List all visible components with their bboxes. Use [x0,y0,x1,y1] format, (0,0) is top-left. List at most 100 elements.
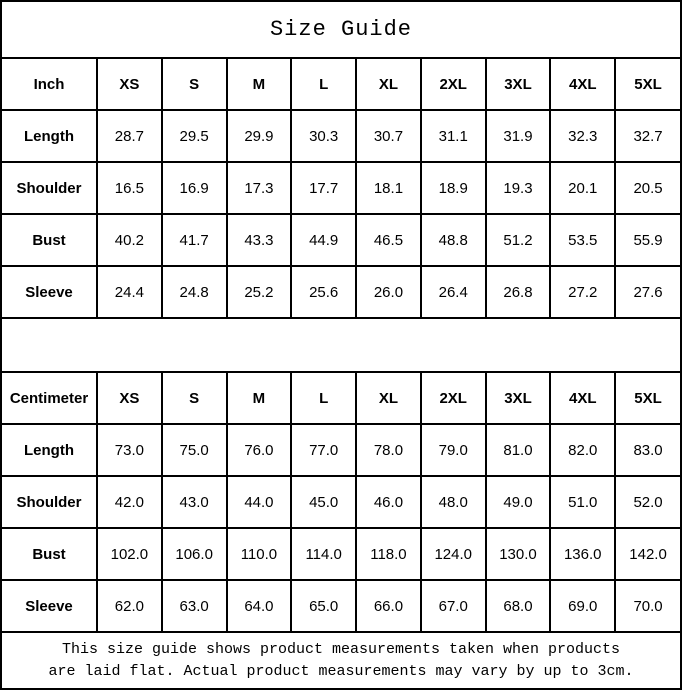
footer-note: This size guide shows product measuremen… [2,633,680,688]
table-cell: 75.0 [160,423,228,477]
row-label: Bust [2,213,98,267]
table-cell: 42.0 [96,475,163,529]
page-title: Size Guide [269,17,413,42]
table-cell: 17.7 [290,161,358,215]
row-label: Sleeve [2,579,98,633]
table-cell: 32.7 [614,109,680,163]
table-cell: 114.0 [290,527,358,581]
table-cell: 29.5 [160,109,228,163]
table-cell: 26.4 [419,265,487,319]
table-cell: 51.2 [484,213,552,267]
table-cell: 77.0 [290,423,358,477]
row-label: Bust [2,527,98,581]
table-cell: 55.9 [614,213,680,267]
table-cell: 49.0 [484,475,552,529]
table-cell: 28.7 [96,109,163,163]
table-cell: 26.8 [484,265,552,319]
table-cell: 26.0 [355,265,422,319]
table-cell: 29.9 [225,109,293,163]
centimeter-size-table: Centimeter XS S M L XL 2XL 3XL 4XL 5XL L… [2,371,680,633]
table-cell: 30.3 [290,109,358,163]
table-cell: 63.0 [160,579,228,633]
table-cell: 70.0 [614,579,680,633]
size-header: M [225,57,293,111]
table-cell: 64.0 [225,579,293,633]
size-header: 5XL [614,57,680,111]
table-cell: 142.0 [614,527,680,581]
table-cell: 19.3 [484,161,552,215]
table-cell: 124.0 [419,527,487,581]
table-cell: 27.6 [614,265,680,319]
table-cell: 118.0 [355,527,422,581]
row-label: Shoulder [2,161,98,215]
table-cell: 16.5 [96,161,163,215]
size-header: 4XL [549,57,617,111]
size-header: XL [355,371,422,425]
unit-label: Inch [2,57,98,111]
table-cell: 68.0 [484,579,552,633]
row-label: Length [2,423,98,477]
unit-label: Centimeter [2,371,98,425]
table-cell: 31.9 [484,109,552,163]
size-header: 3XL [484,57,552,111]
inch-size-table: Inch XS S M L XL 2XL 3XL 4XL 5XL Length … [2,57,680,319]
table-cell: 17.3 [225,161,293,215]
row-label: Sleeve [2,265,98,319]
table-cell: 69.0 [549,579,617,633]
size-header: 4XL [549,371,617,425]
table-cell: 43.0 [160,475,228,529]
table-cell: 44.0 [225,475,293,529]
table-cell: 48.0 [419,475,487,529]
table-cell: 81.0 [484,423,552,477]
table-cell: 53.5 [549,213,617,267]
table-cell: 110.0 [225,527,293,581]
table-cell: 130.0 [484,527,552,581]
table-cell: 25.2 [225,265,293,319]
table-cell: 83.0 [614,423,680,477]
size-header: L [290,57,358,111]
table-cell: 106.0 [160,527,228,581]
table-row: Bust 40.2 41.7 43.3 44.9 46.5 48.8 51.2 … [2,213,680,267]
size-header: L [290,371,358,425]
table-cell: 102.0 [96,527,163,581]
table-cell: 51.0 [549,475,617,529]
table-cell: 24.4 [96,265,163,319]
table-cell: 24.8 [160,265,228,319]
table-cell: 31.1 [419,109,487,163]
table-cell: 32.3 [549,109,617,163]
size-header: XS [96,371,163,425]
table-cell: 67.0 [419,579,487,633]
table-cell: 82.0 [549,423,617,477]
table-cell: 16.9 [160,161,228,215]
table-cell: 18.9 [419,161,487,215]
footer-note-line: This size guide shows product measuremen… [61,640,621,658]
table-row: Length 73.0 75.0 76.0 77.0 78.0 79.0 81.… [2,423,680,477]
table-row: Shoulder 16.5 16.9 17.3 17.7 18.1 18.9 1… [2,161,680,215]
size-header: XL [355,57,422,111]
footer-note-line: are laid flat. Actual product measuremen… [48,662,634,680]
size-header: 2XL [419,57,487,111]
table-cell: 20.5 [614,161,680,215]
size-header: 2XL [419,371,487,425]
table-cell: 62.0 [96,579,163,633]
table-cell: 79.0 [419,423,487,477]
row-label: Length [2,109,98,163]
table-row: Bust 102.0 106.0 110.0 114.0 118.0 124.0… [2,527,680,581]
table-cell: 136.0 [549,527,617,581]
table-cell: 44.9 [290,213,358,267]
table-cell: 46.0 [355,475,422,529]
table-header-row: Inch XS S M L XL 2XL 3XL 4XL 5XL [2,57,680,111]
table-cell: 52.0 [614,475,680,529]
size-header: S [160,371,228,425]
table-row: Length 28.7 29.5 29.9 30.3 30.7 31.1 31.… [2,109,680,163]
table-cell: 30.7 [355,109,422,163]
table-cell: 78.0 [355,423,422,477]
table-cell: 66.0 [355,579,422,633]
table-cell: 45.0 [290,475,358,529]
table-cell: 20.1 [549,161,617,215]
table-cell: 40.2 [96,213,163,267]
table-cell: 18.1 [355,161,422,215]
table-row: Sleeve 24.4 24.8 25.2 25.6 26.0 26.4 26.… [2,265,680,319]
table-cell: 25.6 [290,265,358,319]
